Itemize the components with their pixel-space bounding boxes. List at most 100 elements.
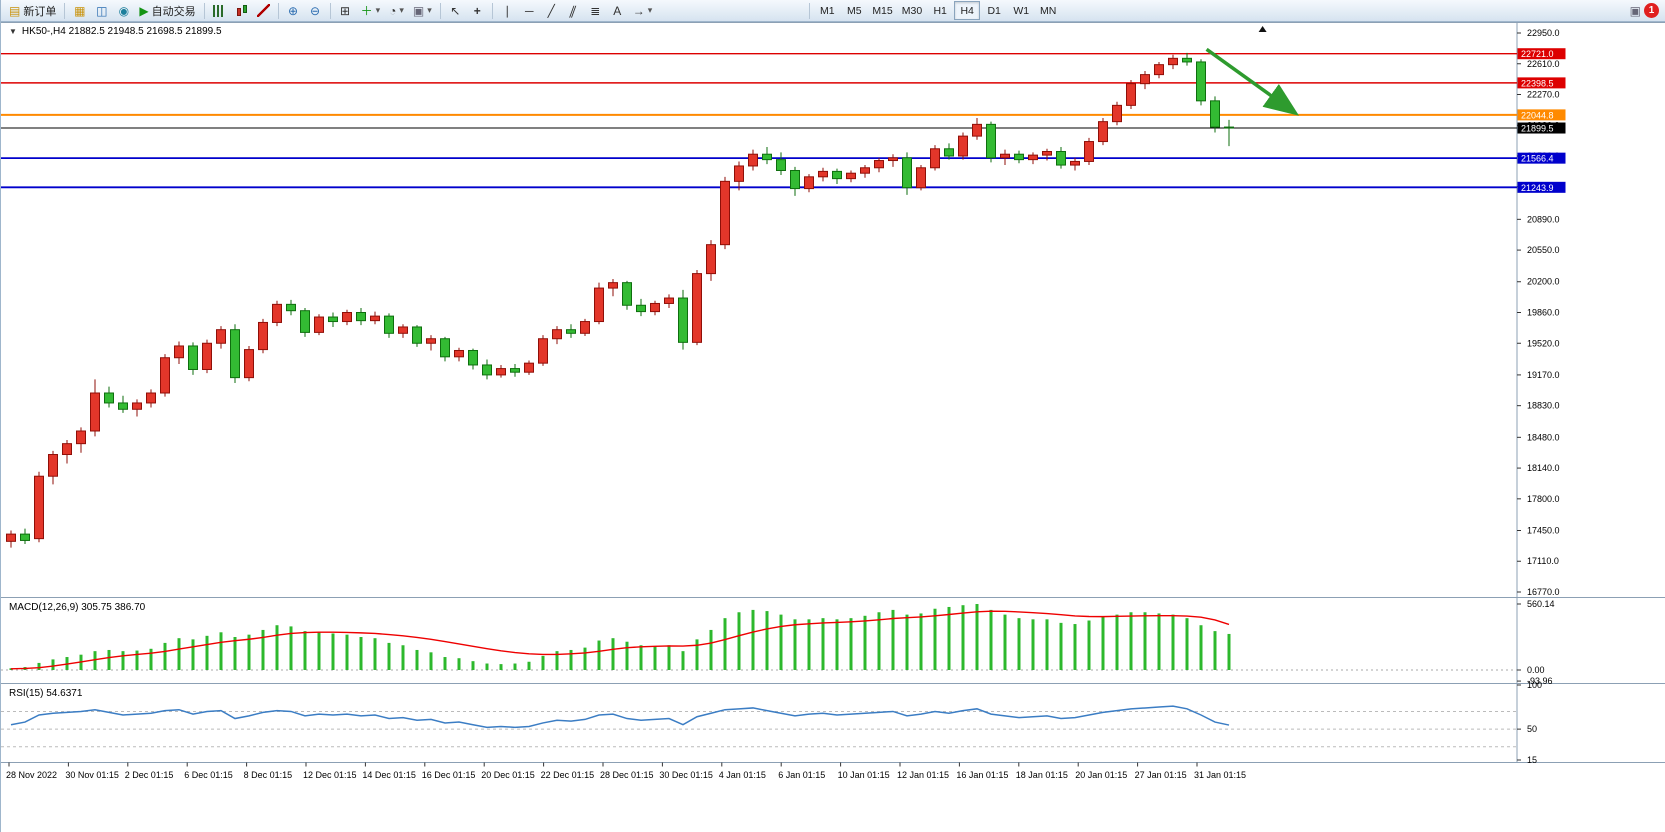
- svg-text:17800.0: 17800.0: [1527, 494, 1560, 504]
- svg-text:6 Jan 01:15: 6 Jan 01:15: [778, 770, 825, 780]
- auto-trading-label: 自动交易: [151, 5, 196, 18]
- chart-frame: [1, 22, 1665, 763]
- ohlc-text: HK50-,H4 21882.5 21948.5 21698.5 21899.5: [21, 26, 222, 37]
- timeframe-m15-button[interactable]: M15: [868, 1, 896, 20]
- rsi-label: RSI(15) 54.6371: [9, 688, 83, 699]
- charts-button[interactable]: ▦: [69, 1, 90, 20]
- candlestick-chart-button[interactable]: [231, 1, 252, 20]
- toolbar-separator: [329, 2, 331, 19]
- chart-shift-marker[interactable]: [1258, 26, 1267, 32]
- svg-text:-93.96: -93.96: [1527, 676, 1553, 686]
- svg-text:20200.0: 20200.0: [1527, 277, 1560, 287]
- svg-text:20890.0: 20890.0: [1527, 214, 1560, 224]
- svg-text:14 Dec 01:15: 14 Dec 01:15: [362, 770, 416, 780]
- window-icon[interactable]: ▣: [1629, 3, 1641, 18]
- svg-text:22270.0: 22270.0: [1527, 90, 1560, 100]
- svg-text:19170.0: 19170.0: [1527, 370, 1560, 380]
- svg-text:28 Nov 2022: 28 Nov 2022: [6, 770, 57, 780]
- period-button[interactable]: ◔ ▾: [385, 1, 408, 20]
- bar-chart-button[interactable]: [209, 1, 230, 20]
- cursor-button[interactable]: ↖: [445, 1, 466, 20]
- trendline-button[interactable]: ╱: [541, 1, 562, 20]
- svg-text:6 Dec 01:15: 6 Dec 01:15: [184, 770, 233, 780]
- text-tool-icon: A: [613, 3, 622, 18]
- bar-chart-icon: [213, 4, 226, 17]
- vertical-line-button[interactable]: ∣: [497, 1, 518, 20]
- timeframe-m5-button[interactable]: M5: [841, 1, 867, 20]
- trend-arrow-annotation[interactable]: [1205, 47, 1300, 116]
- new-order-button[interactable]: ▤ 新订单: [5, 1, 60, 20]
- svg-text:21899.5: 21899.5: [1521, 124, 1554, 134]
- auto-trading-button[interactable]: ▶ 自动交易: [135, 1, 199, 20]
- chart-canvas[interactable]: 22950.022610.022270.021930.021590.021250…: [1, 22, 1665, 832]
- new-order-label: 新订单: [23, 5, 57, 18]
- svg-text:8 Dec 01:15: 8 Dec 01:15: [244, 770, 293, 780]
- crosshair-button[interactable]: +: [467, 1, 488, 20]
- zoom-out-button[interactable]: ⊖: [305, 1, 326, 20]
- timeframe-w1-button[interactable]: W1: [1008, 1, 1034, 20]
- timeframe-d1-button[interactable]: D1: [981, 1, 1007, 20]
- channel-button[interactable]: ∥: [563, 1, 584, 20]
- svg-text:100: 100: [1527, 680, 1542, 690]
- toolbar-right-group: ▣ 1: [1630, 3, 1661, 18]
- svg-text:31 Jan 01:15: 31 Jan 01:15: [1194, 770, 1246, 780]
- indicators-icon: ＋: [360, 3, 373, 18]
- tile-windows-button[interactable]: ⊞: [335, 1, 356, 20]
- clock-icon: ◔: [389, 3, 397, 18]
- new-order-icon: ▤: [9, 3, 21, 18]
- timeframe-m30-button[interactable]: M30: [898, 1, 926, 20]
- collapse-arrow-icon[interactable]: ▼: [9, 27, 17, 36]
- timeframe-mn-button[interactable]: MN: [1035, 1, 1061, 20]
- toolbar-separator: [439, 2, 441, 19]
- zoom-out-icon: ⊖: [310, 3, 321, 18]
- dropdown-arrow-icon: ▾: [399, 5, 404, 15]
- horizontal-lines-layer[interactable]: [1, 53, 1517, 189]
- navigator-button[interactable]: ◉: [113, 1, 134, 20]
- horizontal-line-button[interactable]: ─: [519, 1, 540, 20]
- template-icon: ▣: [412, 3, 425, 18]
- timeframe-h4-button[interactable]: H4: [954, 1, 981, 20]
- zoom-in-button[interactable]: ⊕: [283, 1, 304, 20]
- svg-text:20550.0: 20550.0: [1527, 245, 1560, 255]
- charts-icon: ▦: [74, 3, 86, 18]
- timeframe-h1-button[interactable]: H1: [927, 1, 953, 20]
- svg-text:22610.0: 22610.0: [1527, 59, 1560, 69]
- svg-text:30 Nov 01:15: 30 Nov 01:15: [65, 770, 119, 780]
- svg-text:50: 50: [1527, 724, 1537, 734]
- svg-text:21243.9: 21243.9: [1521, 183, 1554, 193]
- timeframe-m1-button[interactable]: M1: [814, 1, 840, 20]
- template-button[interactable]: ▣ ▾: [409, 1, 436, 20]
- fibonacci-button[interactable]: ≣: [585, 1, 606, 20]
- svg-text:12 Dec 01:15: 12 Dec 01:15: [303, 770, 357, 780]
- notification-badge[interactable]: 1: [1644, 3, 1659, 18]
- line-chart-icon: [256, 4, 270, 17]
- time-axis[interactable]: 28 Nov 2022 30 Nov 01:15 2 Dec 01:15 6 Dec …: [6, 762, 1246, 781]
- trendline-icon: ╱: [547, 3, 555, 18]
- line-chart-button[interactable]: [253, 1, 274, 20]
- market-watch-button[interactable]: ◫: [91, 1, 112, 20]
- timeframe-group: M1 M5 M15 M30 H1 H4 D1 W1 MN: [814, 1, 1061, 20]
- channel-icon: ∥: [567, 3, 579, 18]
- arrows-tool-button[interactable]: → ▾: [629, 1, 657, 20]
- cursor-icon: ↖: [450, 3, 461, 18]
- svg-text:19860.0: 19860.0: [1527, 308, 1560, 318]
- svg-text:4 Jan 01:15: 4 Jan 01:15: [719, 770, 766, 780]
- horizontal-line-icon: ─: [525, 3, 534, 18]
- text-tool-button[interactable]: A: [607, 1, 628, 20]
- svg-text:28 Dec 01:15: 28 Dec 01:15: [600, 770, 654, 780]
- svg-text:22044.8: 22044.8: [1521, 110, 1554, 120]
- market-watch-icon: ◫: [96, 3, 108, 18]
- indicators-button[interactable]: ＋ ▾: [357, 1, 385, 20]
- main-toolbar: ▤ 新订单 ▦ ◫ ◉ ▶ 自动交易 ⊕ ⊖: [1, 0, 1665, 22]
- price-axis[interactable]: 22950.022610.022270.021930.021590.021250…: [1517, 28, 1566, 597]
- svg-text:21566.4: 21566.4: [1521, 154, 1554, 164]
- svg-text:17110.0: 17110.0: [1527, 556, 1559, 566]
- svg-text:18480.0: 18480.0: [1527, 432, 1560, 442]
- svg-text:560.14: 560.14: [1527, 599, 1555, 609]
- macd-label: MACD(12,26,9) 305.75 386.70: [9, 602, 146, 613]
- navigator-icon: ◉: [118, 3, 130, 18]
- svg-text:22 Dec 01:15: 22 Dec 01:15: [541, 770, 595, 780]
- chart-area: 22950.022610.022270.021930.021590.021250…: [1, 22, 1665, 832]
- dropdown-arrow-icon: ▾: [375, 5, 381, 15]
